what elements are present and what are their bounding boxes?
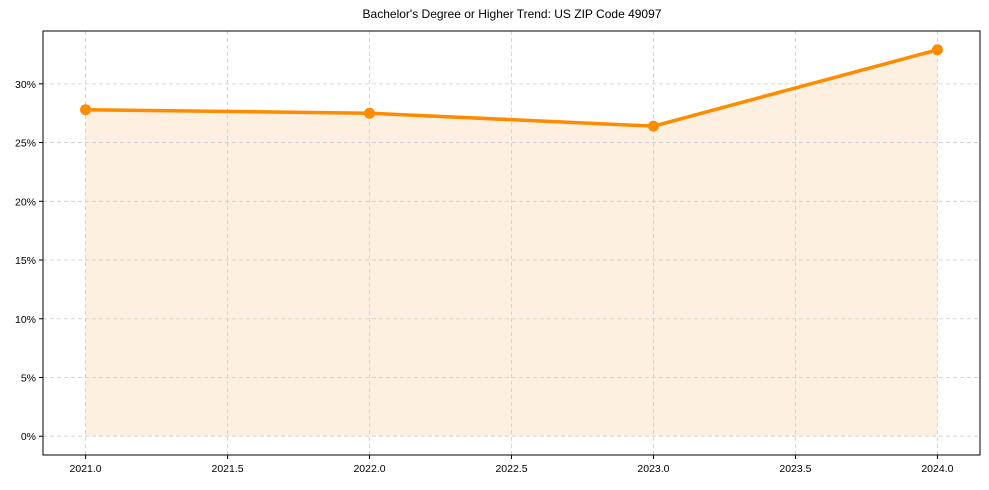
chart-title: Bachelor's Degree or Higher Trend: US ZI… [362, 7, 662, 21]
data-point [931, 44, 943, 56]
x-tick-label: 2022.0 [353, 463, 385, 475]
x-tick-label: 2023.0 [637, 463, 669, 475]
data-point [80, 104, 92, 116]
y-tick-label: 25% [15, 138, 36, 150]
y-tick-label: 15% [15, 255, 36, 267]
y-tick-label: 20% [15, 196, 36, 208]
x-tick-label: 2023.5 [779, 463, 811, 475]
data-point [647, 120, 659, 132]
x-tick-label: 2021.0 [70, 463, 102, 475]
data-line [85, 48, 938, 128]
x-tick-label: 2022.5 [495, 463, 527, 475]
y-tick-label: 10% [15, 314, 36, 326]
data-point [364, 107, 376, 119]
y-tick-label: 5% [21, 372, 36, 384]
y-tick-label: 0% [21, 431, 36, 443]
x-tick-label: 2021.5 [211, 463, 243, 475]
y-tick-label: 30% [15, 79, 36, 91]
x-tick-label: 2024.0 [921, 463, 953, 475]
